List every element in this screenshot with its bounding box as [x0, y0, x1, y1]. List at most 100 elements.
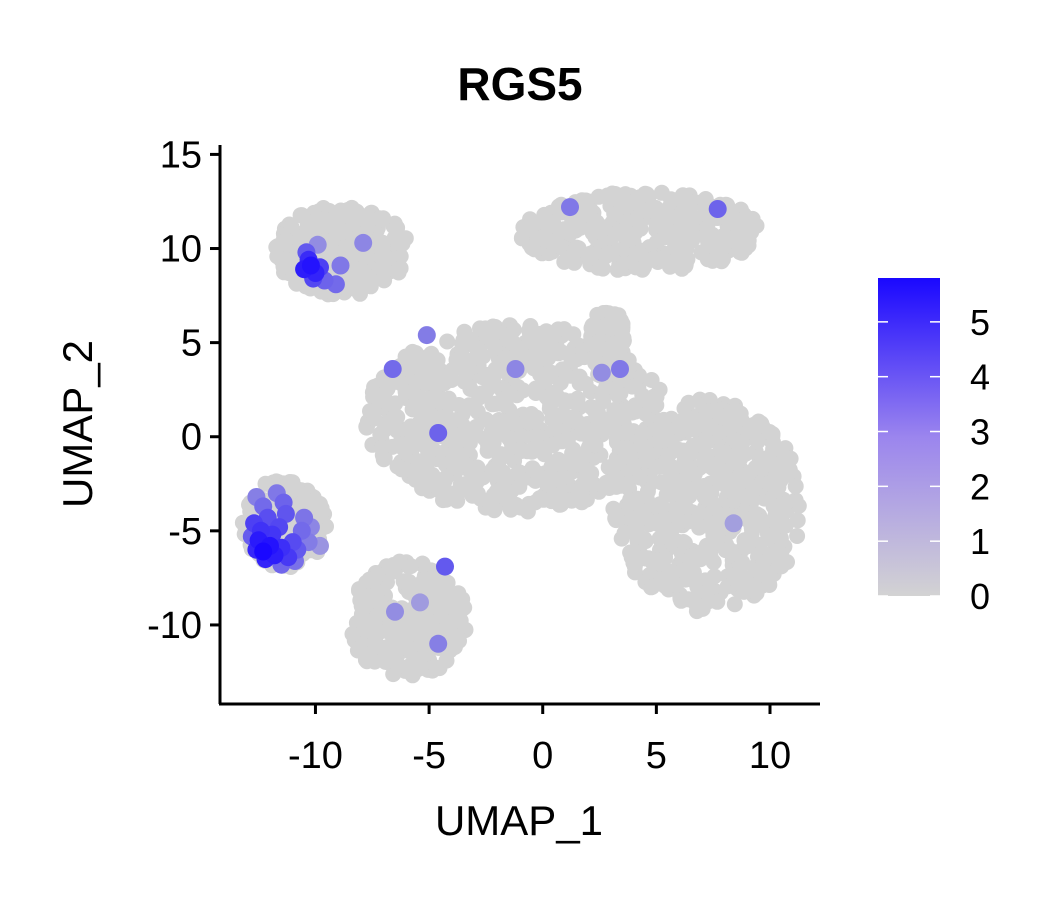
cell-point	[446, 412, 463, 429]
cell-point	[632, 220, 649, 237]
cell-point	[472, 320, 488, 337]
y-axis-title: UMAP_2	[54, 340, 101, 508]
cell-point	[693, 244, 710, 261]
cell-point	[399, 620, 416, 637]
cell-point	[358, 248, 375, 265]
cell-point	[668, 475, 685, 492]
cell-point	[449, 492, 466, 509]
cell-point	[311, 495, 328, 512]
cell-point	[455, 339, 472, 356]
cell-cluster	[344, 553, 474, 684]
cell-point	[633, 437, 650, 453]
cell-point	[351, 582, 367, 599]
cell-point	[514, 429, 531, 445]
cell-point	[772, 530, 789, 547]
cell-point	[568, 239, 585, 256]
cell-point	[542, 221, 559, 238]
cell-point	[383, 396, 400, 413]
cell-point	[712, 408, 729, 425]
cell-point	[366, 653, 383, 670]
cell-point	[433, 575, 450, 592]
cell-point	[782, 450, 799, 467]
cell-point	[556, 407, 572, 424]
cell-point	[544, 437, 561, 454]
cell-point	[583, 399, 600, 415]
cell-point	[760, 475, 777, 492]
cell-point	[344, 626, 361, 642]
cell-point	[568, 220, 585, 237]
cell-point	[603, 461, 620, 478]
cell-point	[606, 402, 623, 418]
x-axis-title: UMAP_1	[435, 797, 603, 844]
cell-point	[695, 543, 712, 559]
cell-point	[790, 497, 807, 514]
cell-point	[699, 220, 715, 237]
cell-point	[302, 219, 319, 236]
cell-point	[321, 212, 338, 229]
cell-point	[461, 397, 478, 414]
cell-point	[717, 542, 734, 559]
cell-point	[743, 485, 760, 502]
cell-point	[386, 229, 403, 246]
cell-point	[513, 230, 530, 247]
expression-point	[506, 360, 525, 378]
cell-point	[623, 450, 640, 466]
cell-point	[613, 477, 630, 494]
colorbar-tick-label: 0	[970, 576, 990, 617]
cell-point	[660, 447, 677, 464]
cell-point	[525, 461, 542, 478]
y-ticks: -10 -5 0 5 10 15	[147, 134, 220, 647]
cell-point	[448, 628, 464, 645]
cell-point	[427, 659, 443, 676]
cell-point	[703, 419, 720, 436]
cell-point	[512, 499, 529, 516]
cell-point	[345, 215, 362, 232]
cell-point	[725, 405, 742, 422]
cell-point	[637, 202, 653, 219]
plot-area	[234, 184, 807, 684]
cell-point	[749, 433, 766, 450]
cell-point	[681, 557, 698, 573]
y-tick-label: -5	[168, 511, 202, 553]
cell-point	[655, 528, 672, 545]
cell-point	[580, 470, 597, 487]
y-tick-label: -10	[147, 605, 202, 647]
cell-point	[505, 321, 522, 338]
cell-point	[424, 441, 441, 458]
cell-point	[787, 478, 804, 495]
cell-point	[677, 256, 694, 273]
cell-point	[541, 400, 558, 417]
colorbar-tick-label: 3	[970, 412, 990, 453]
expression-points	[242, 198, 743, 653]
cell-point	[483, 440, 500, 457]
cell-point	[372, 426, 389, 443]
cell-point	[598, 474, 615, 491]
cell-point	[632, 246, 649, 263]
cell-point	[547, 489, 564, 506]
cell-point	[395, 436, 412, 453]
cell-point	[366, 571, 383, 588]
cell-point	[446, 458, 462, 475]
cell-point	[564, 445, 581, 462]
cell-point	[557, 394, 574, 411]
cell-point	[366, 410, 383, 427]
expression-point	[301, 256, 320, 275]
colorbar-tick-label: 1	[970, 521, 990, 562]
cell-point	[433, 607, 449, 624]
cell-point	[556, 321, 573, 338]
cell-point	[760, 530, 777, 546]
cell-point	[643, 372, 660, 388]
cell-point	[412, 660, 429, 677]
cell-point	[777, 517, 794, 534]
cell-point	[789, 528, 806, 544]
cell-point	[549, 471, 566, 488]
cell-point	[652, 217, 669, 233]
cell-point	[706, 568, 723, 585]
cell-point	[472, 490, 489, 507]
cell-point	[531, 490, 548, 507]
cell-point	[582, 250, 599, 267]
cell-point	[701, 392, 718, 408]
cell-point	[375, 451, 392, 468]
cell-point	[526, 360, 542, 377]
